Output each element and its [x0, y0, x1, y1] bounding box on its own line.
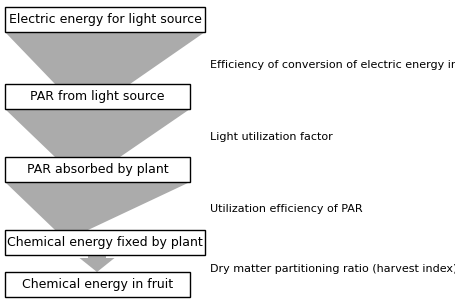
Text: Utilization efficiency of PAR: Utilization efficiency of PAR — [210, 204, 362, 214]
Polygon shape — [5, 109, 190, 157]
FancyBboxPatch shape — [5, 84, 190, 109]
Text: Dry matter partitioning ratio (harvest index): Dry matter partitioning ratio (harvest i… — [210, 264, 455, 274]
Text: PAR absorbed by plant: PAR absorbed by plant — [27, 163, 168, 176]
Polygon shape — [5, 32, 205, 84]
Text: Light utilization factor: Light utilization factor — [210, 132, 332, 142]
FancyBboxPatch shape — [5, 272, 190, 297]
FancyBboxPatch shape — [5, 7, 205, 32]
Text: Chemical energy fixed by plant: Chemical energy fixed by plant — [7, 236, 202, 249]
FancyBboxPatch shape — [5, 157, 190, 182]
Text: Chemical energy in fruit: Chemical energy in fruit — [22, 278, 173, 291]
Text: Efficiency of conversion of electric energy into PAR: Efficiency of conversion of electric ene… — [210, 60, 455, 70]
Polygon shape — [5, 182, 190, 230]
Text: PAR from light source: PAR from light source — [30, 90, 164, 103]
Polygon shape — [79, 230, 114, 272]
Text: Electric energy for light source: Electric energy for light source — [9, 13, 201, 26]
FancyBboxPatch shape — [5, 230, 205, 255]
